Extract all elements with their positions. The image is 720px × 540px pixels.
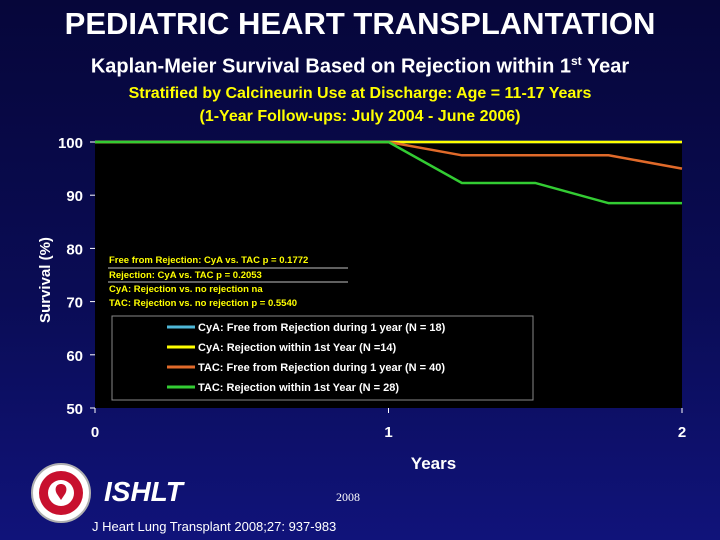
x-tick-label: 1 [384, 424, 392, 441]
slide-subtitle: Kaplan-Meier Survival Based on Rejection… [0, 54, 720, 79]
p-value-annotation: CyA: Rejection vs. no rejection na [109, 284, 263, 295]
y-tick-label: 70 [66, 295, 83, 312]
stratification-line-2: (1-Year Follow-ups: July 2004 - June 200… [199, 108, 521, 125]
p-value-annotation: TAC: Rejection vs. no rejection p = 0.55… [109, 298, 297, 309]
subtitle-superscript: st [570, 54, 582, 68]
legend-entry: TAC: Free from Rejection during 1 year (… [198, 362, 445, 374]
stratification-line-1: Stratified by Calcineurin Use at Dischar… [128, 85, 592, 102]
y-tick-label: 80 [66, 241, 83, 258]
x-axis-label: Years [411, 454, 456, 473]
p-value-annotation: Free from Rejection: CyA vs. TAC p = 0.1… [109, 255, 308, 266]
y-tick-label: 100 [58, 135, 83, 152]
x-tick-label: 0 [91, 424, 99, 441]
y-tick-label: 90 [66, 188, 83, 205]
y-tick-label: 60 [66, 348, 83, 365]
legend-entry: TAC: Rejection within 1st Year (N = 28) [198, 382, 399, 394]
slide-title: PEDIATRIC HEART TRANSPLANTATION [64, 6, 656, 41]
subtitle-main: Kaplan-Meier Survival Based on Rejection… [90, 55, 571, 78]
y-tick-label: 50 [66, 401, 83, 418]
legend-entry: CyA: Free from Rejection during 1 year (… [198, 322, 446, 334]
series-line-3 [95, 140, 682, 205]
citation: J Heart Lung Transplant 2008;27: 937-983 [92, 519, 337, 534]
ishlt-logo-icon [31, 463, 91, 523]
subtitle-end: Year [581, 55, 630, 78]
p-value-annotation: Rejection: CyA vs. TAC p = 0.2053 [109, 270, 262, 281]
legend-entry: CyA: Rejection within 1st Year (N =14) [198, 342, 396, 354]
ishlt-label: ISHLT [104, 476, 183, 507]
x-tick-label: 2 [678, 424, 686, 441]
report-year: 2008 [336, 490, 360, 504]
y-axis-label: Survival (%) [37, 237, 54, 323]
